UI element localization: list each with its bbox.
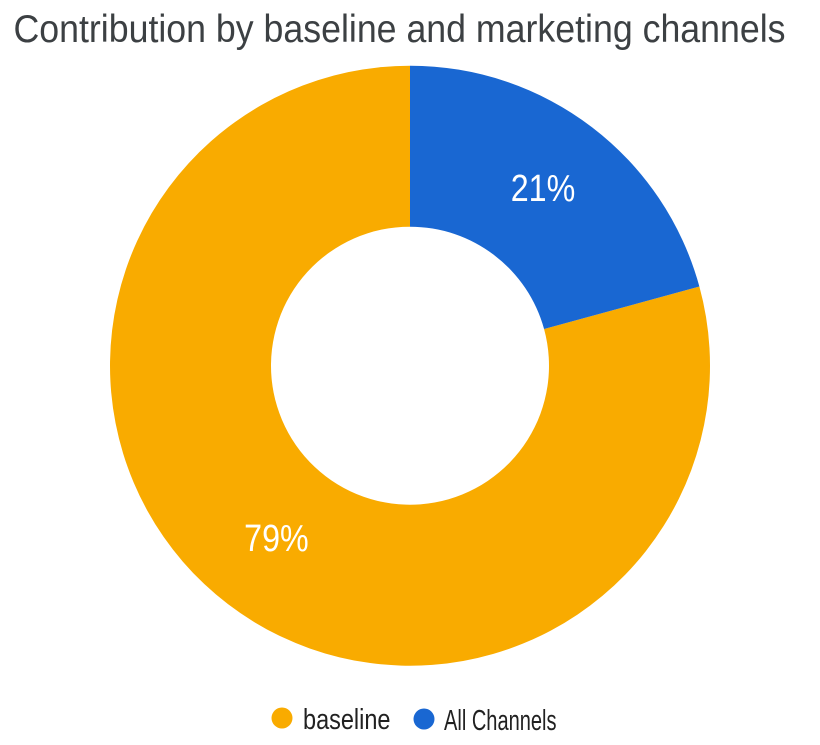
svg-text:21%: 21% (511, 168, 576, 210)
svg-text:All Channels: All Channels (444, 705, 557, 737)
svg-text:Contribution by baseline and m: Contribution by baseline and marketing c… (14, 8, 786, 51)
svg-text:79%: 79% (244, 518, 309, 560)
svg-text:baseline: baseline (303, 704, 391, 736)
